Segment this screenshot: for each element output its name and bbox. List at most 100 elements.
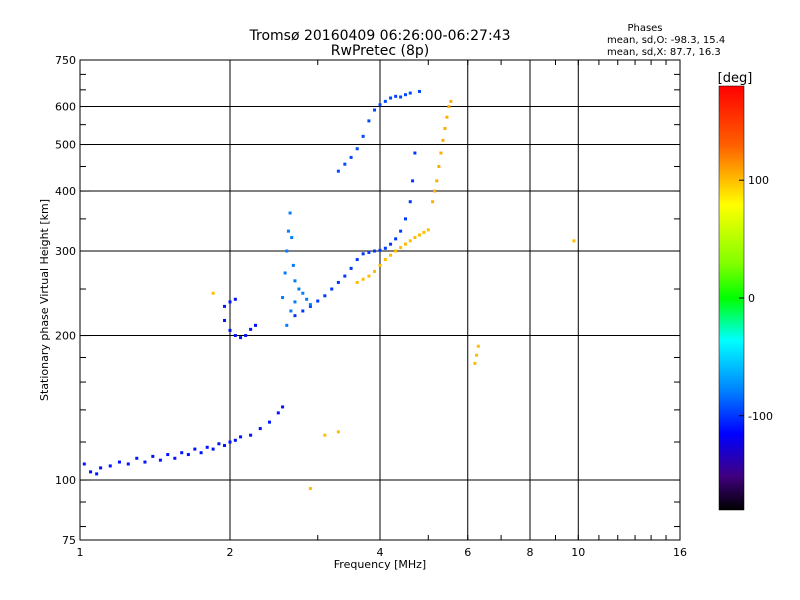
data-point — [301, 309, 305, 313]
data-point — [217, 442, 221, 446]
data-point — [276, 411, 280, 415]
data-point — [286, 229, 290, 233]
data-point — [228, 440, 232, 444]
data-point — [95, 472, 99, 476]
data-point — [281, 296, 285, 300]
data-point — [297, 287, 301, 291]
data-point — [361, 252, 365, 256]
data-point — [173, 456, 177, 460]
data-point — [378, 248, 382, 252]
data-point — [403, 93, 407, 97]
data-point — [249, 433, 253, 437]
data-point — [291, 263, 295, 267]
chart-title: Tromsø 20160409 06:26:00-06:27:43 — [249, 28, 511, 44]
data-point — [193, 447, 197, 451]
colorbar-ticks: 100 0 -100 — [739, 174, 773, 423]
data-point — [476, 344, 480, 348]
stats-x-line: mean, sd,X: 87.7, 16.3 — [607, 47, 721, 58]
x-tick-label: 1 — [77, 546, 84, 559]
data-point — [253, 323, 257, 327]
data-point — [343, 274, 347, 278]
data-point — [211, 447, 215, 451]
data-point — [394, 94, 398, 98]
data-point — [290, 236, 294, 240]
grid-lines — [80, 60, 680, 540]
data-point — [394, 249, 398, 253]
data-point — [408, 239, 412, 243]
data-point — [403, 242, 407, 246]
data-point — [367, 250, 371, 254]
colorbar-tick-label: 100 — [748, 174, 769, 187]
data-point — [389, 242, 393, 246]
data-point — [233, 438, 237, 442]
colorbar-tick-label: -100 — [748, 410, 773, 423]
data-point — [293, 300, 297, 304]
data-point — [223, 318, 227, 322]
data-point — [267, 420, 271, 424]
data-point — [301, 291, 305, 295]
data-point — [293, 279, 297, 283]
data-point — [166, 453, 170, 457]
stats-heading: Phases — [627, 23, 662, 34]
data-point — [475, 353, 479, 357]
data-point — [285, 323, 289, 327]
data-point — [126, 462, 130, 466]
data-point — [426, 228, 430, 232]
data-point — [399, 95, 403, 99]
data-point — [389, 96, 393, 100]
data-point — [413, 236, 417, 240]
data-point — [361, 134, 365, 138]
data-point — [441, 138, 445, 142]
data-point — [143, 460, 147, 464]
data-point — [158, 458, 162, 462]
data-point — [249, 327, 253, 331]
axis-ticks: 1 2 4 6 8 10 16 75 100 200 300 400 500 600 750 — [55, 54, 687, 559]
data-point — [383, 258, 387, 262]
data-point — [355, 258, 359, 262]
data-point — [394, 237, 398, 241]
data-point — [439, 151, 443, 155]
y-tick-label: 300 — [55, 245, 76, 258]
data-point — [211, 291, 215, 295]
x-tick-label: 2 — [227, 546, 234, 559]
chart-subtitle: RwPretec (8p) — [331, 43, 429, 59]
data-point — [367, 119, 371, 123]
data-points — [82, 89, 576, 491]
x-tick-label: 6 — [464, 546, 471, 559]
data-point — [239, 336, 243, 340]
data-point — [389, 253, 393, 257]
y-tick-label: 500 — [55, 139, 76, 152]
x-tick-label: 4 — [377, 546, 384, 559]
data-point — [572, 239, 576, 243]
data-point — [281, 405, 285, 409]
data-point — [431, 200, 435, 204]
data-point — [437, 164, 441, 168]
y-tick-label: 100 — [55, 474, 76, 487]
y-tick-label: 400 — [55, 185, 76, 198]
data-point — [205, 445, 209, 449]
data-point — [413, 151, 417, 155]
data-point — [228, 328, 232, 332]
data-point — [228, 300, 232, 304]
data-point — [349, 155, 353, 159]
data-point — [378, 103, 382, 107]
y-tick-label: 750 — [55, 54, 76, 67]
data-point — [343, 162, 347, 166]
x-tick-label: 10 — [571, 546, 585, 559]
y-tick-label: 75 — [62, 534, 76, 547]
data-point — [435, 179, 439, 183]
data-point — [199, 451, 203, 455]
data-point — [445, 115, 449, 119]
data-point — [244, 334, 248, 338]
data-point — [308, 303, 312, 307]
data-point — [223, 444, 227, 448]
data-point — [373, 269, 377, 273]
data-point — [99, 466, 103, 470]
data-point — [408, 200, 412, 204]
data-point — [417, 89, 421, 93]
data-point — [361, 277, 365, 281]
data-point — [323, 294, 327, 298]
y-tick-label: 600 — [55, 101, 76, 114]
data-point — [151, 454, 155, 458]
data-point — [408, 91, 412, 95]
